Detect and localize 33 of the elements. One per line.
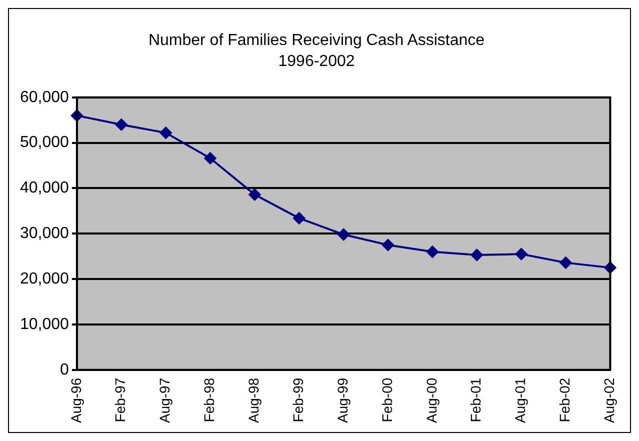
y-tick-label: 20,000 (20, 270, 70, 288)
point (204, 152, 216, 164)
x-tick-label: Feb-97 (112, 378, 128, 422)
x-tick-label: Aug-98 (246, 378, 262, 424)
y-tick-label: 40,000 (20, 180, 70, 197)
x-tick-label: Feb-98 (201, 378, 218, 422)
x-tick-label: Aug-02 (601, 378, 618, 424)
x-tick-label: Feb-02 (556, 378, 573, 422)
chart-title: Number of Families Receiving Cash Assistance (148, 32, 485, 50)
point (426, 246, 438, 258)
point (160, 126, 172, 139)
x-tick-label: Feb-01 (468, 378, 484, 422)
y-tick-label: 0 (60, 361, 70, 378)
y-tick-label: 10,000 (20, 316, 70, 333)
point (248, 188, 261, 201)
x-tick-label: Feb-00 (378, 378, 395, 422)
point (560, 256, 572, 269)
point (515, 248, 528, 260)
x-tick-label: Aug-00 (423, 378, 440, 424)
point (115, 118, 128, 131)
point (382, 238, 394, 251)
chart-subtitle: 1996-2002 (278, 53, 355, 70)
x-tick-label: Aug-96 (68, 378, 84, 424)
point (470, 248, 483, 261)
y-tick-label: 50,000 (20, 134, 70, 152)
x-tick-label: Feb-99 (290, 378, 306, 422)
x-tick-label: Aug-99 (334, 378, 350, 424)
x-tick-label: Aug-01 (512, 378, 528, 424)
y-tick-label: 60,000 (20, 88, 70, 106)
point (293, 212, 306, 224)
x-tick-label: Aug-97 (156, 378, 173, 424)
point (338, 228, 350, 241)
y-tick-label: 30,000 (20, 225, 70, 242)
